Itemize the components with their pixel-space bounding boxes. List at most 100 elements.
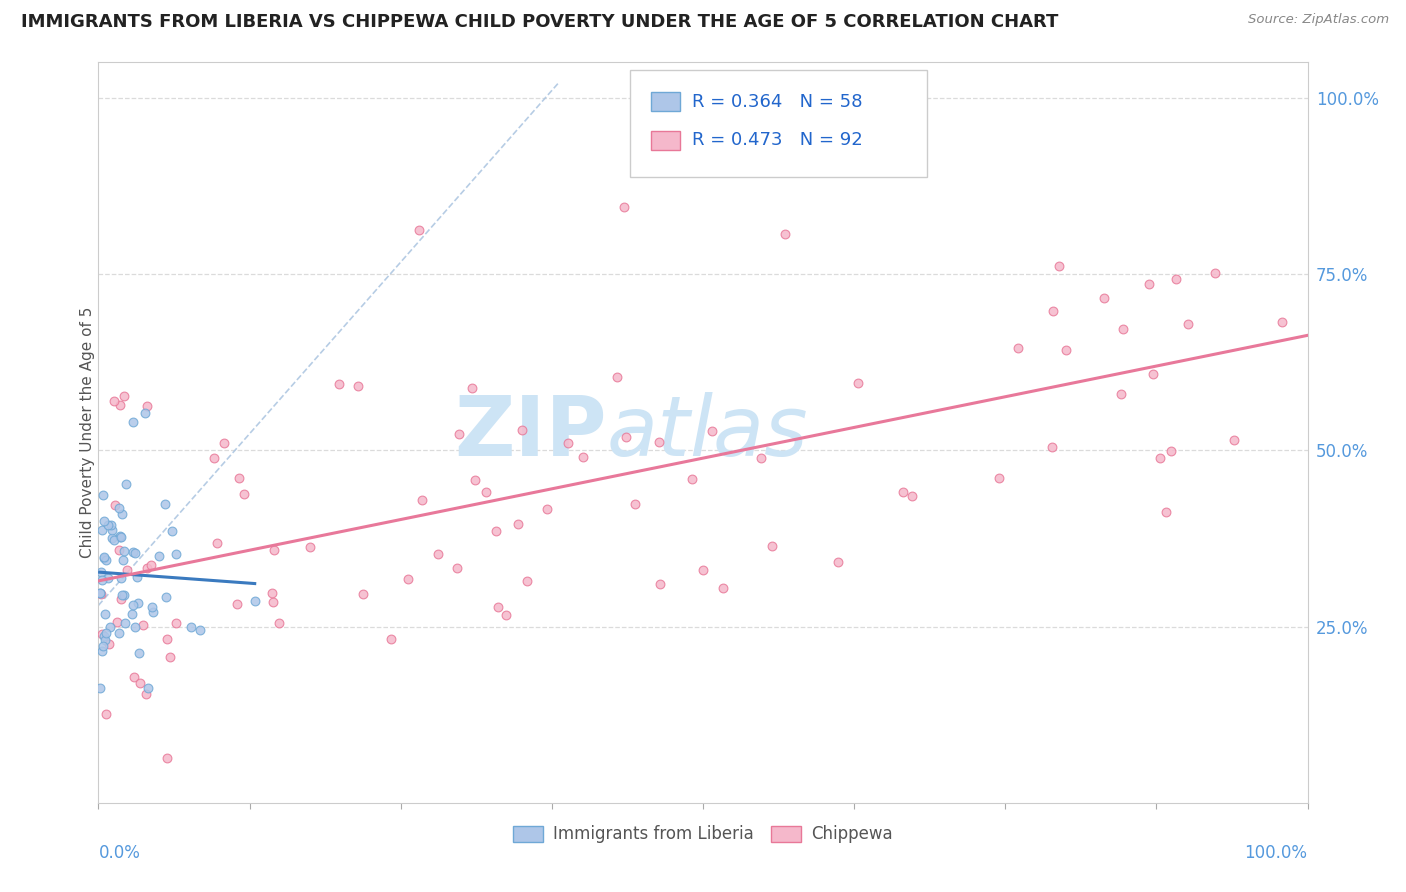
Point [89, 585, 111, 599]
Point [486, 600, 509, 615]
Point [987, 471, 1010, 485]
Text: ZIP: ZIP [454, 392, 606, 473]
Point [262, 594, 284, 608]
Point [557, 436, 579, 450]
Point [110, 571, 132, 585]
Point [93, 629, 115, 643]
Point [159, 650, 181, 665]
Point [115, 563, 138, 577]
Point [148, 549, 170, 564]
Point [214, 435, 236, 450]
Point [107, 625, 129, 640]
Point [108, 543, 131, 558]
Point [228, 471, 250, 485]
Point [104, 498, 127, 512]
Point [122, 670, 145, 684]
Point [162, 524, 184, 539]
FancyBboxPatch shape [630, 70, 927, 178]
Point [202, 450, 225, 465]
Point [411, 492, 433, 507]
Point [93, 551, 115, 566]
Point [711, 581, 734, 595]
Point [1160, 443, 1182, 458]
Point [1149, 451, 1171, 466]
Point [510, 423, 533, 437]
Point [155, 751, 177, 765]
Point [90, 627, 112, 641]
Point [141, 599, 163, 614]
Point [108, 501, 131, 516]
Point [114, 615, 136, 630]
Point [260, 586, 283, 600]
Point [121, 607, 143, 621]
Point [1112, 322, 1135, 336]
Point [380, 632, 402, 647]
Text: 0.0%: 0.0% [98, 844, 141, 862]
Point [692, 563, 714, 577]
Point [1166, 272, 1188, 286]
Y-axis label: Child Poverty Under the Age of 5: Child Poverty Under the Age of 5 [80, 307, 94, 558]
Point [141, 558, 163, 572]
Point [1007, 341, 1029, 355]
Point [89, 681, 111, 696]
Point [536, 502, 558, 516]
Point [97, 517, 120, 532]
Point [155, 590, 177, 604]
Point [100, 532, 122, 546]
Point [96, 553, 118, 567]
Point [232, 487, 254, 501]
Point [165, 615, 187, 630]
Point [1142, 368, 1164, 382]
Point [347, 379, 370, 393]
Point [105, 615, 128, 629]
Point [749, 451, 772, 466]
Point [136, 561, 159, 575]
Point [243, 594, 266, 608]
Point [891, 484, 914, 499]
Point [155, 632, 177, 647]
Point [263, 542, 285, 557]
Point [91, 488, 114, 502]
Text: Source: ZipAtlas.com: Source: ZipAtlas.com [1249, 13, 1389, 27]
Point [132, 618, 155, 632]
Point [298, 540, 321, 554]
Point [1177, 318, 1199, 332]
Point [112, 588, 135, 602]
Point [352, 587, 374, 601]
Text: atlas: atlas [606, 392, 808, 473]
Point [328, 377, 350, 392]
Point [90, 587, 112, 601]
Point [93, 514, 115, 528]
Point [155, 497, 177, 511]
Point [89, 585, 111, 599]
Point [112, 544, 135, 558]
Point [93, 632, 115, 647]
Point [648, 576, 671, 591]
Point [90, 565, 112, 579]
Point [648, 434, 671, 449]
Point [1223, 434, 1246, 448]
Point [516, 574, 538, 588]
Point [135, 687, 157, 701]
Point [1137, 277, 1160, 291]
Point [761, 539, 783, 553]
Point [108, 398, 131, 412]
Point [111, 552, 134, 566]
Point [127, 596, 149, 610]
Point [495, 607, 517, 622]
Point [110, 530, 132, 544]
Point [125, 570, 148, 584]
Point [485, 524, 508, 538]
Point [97, 571, 120, 585]
Point [124, 620, 146, 634]
Point [1154, 505, 1177, 519]
Text: R = 0.364   N = 58: R = 0.364 N = 58 [692, 93, 862, 111]
Point [165, 547, 187, 561]
Point [1204, 266, 1226, 280]
Point [1047, 259, 1070, 273]
Point [111, 507, 134, 521]
Point [103, 533, 125, 547]
Point [128, 676, 150, 690]
Point [122, 416, 145, 430]
FancyBboxPatch shape [651, 131, 679, 150]
